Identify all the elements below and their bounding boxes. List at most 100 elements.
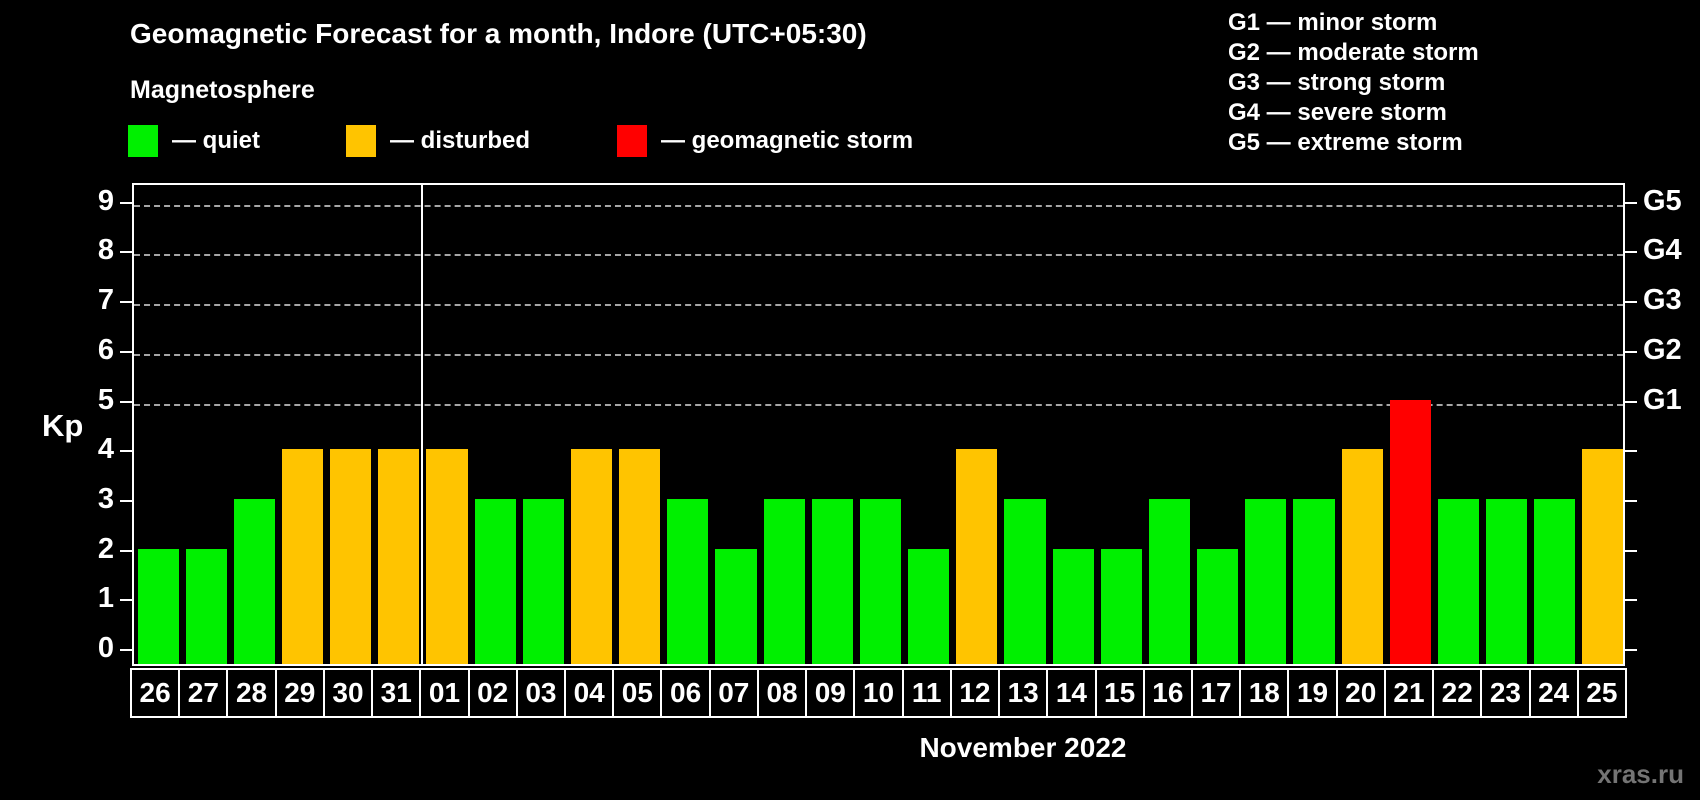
bar-day-27 xyxy=(185,548,227,664)
y-tick-right-7 xyxy=(1625,301,1637,304)
bar-day-20 xyxy=(1341,449,1383,664)
y-tick-right-6 xyxy=(1625,350,1637,353)
legend-item-quiet: — quiet xyxy=(128,124,260,158)
bar-day-23 xyxy=(1486,498,1528,664)
g-scale-legend: G1 — minor storm G2 — moderate storm G3 — … xyxy=(1228,8,1479,158)
y-tick-left-9 xyxy=(120,201,132,204)
y-tick-left-7 xyxy=(120,301,132,304)
g-scale-item-2: G2 — moderate storm xyxy=(1228,39,1479,66)
plot-area xyxy=(132,183,1625,666)
bar-day-16 xyxy=(1148,498,1191,664)
day-label-01: 01 xyxy=(421,670,468,716)
bar-day-11 xyxy=(908,548,950,664)
x-axis-title: November 2022 xyxy=(919,732,1127,763)
g-scale-item-5: G5 — extreme storm xyxy=(1228,129,1463,156)
y-tick-label-8: 8 xyxy=(97,234,114,267)
g-axis-label-G1: G1 xyxy=(1643,383,1682,416)
bar-day-17 xyxy=(1197,548,1239,664)
g-axis-label-G2: G2 xyxy=(1643,333,1682,366)
y-tick-right-1 xyxy=(1625,599,1637,602)
gridline-kp8 xyxy=(134,254,1623,257)
day-label-15: 15 xyxy=(1096,670,1143,716)
storm-color-swatch xyxy=(617,125,647,157)
day-label-12: 12 xyxy=(951,670,999,716)
y-tick-label-4: 4 xyxy=(97,433,114,466)
day-label-02: 02 xyxy=(469,670,516,716)
bar-day-12 xyxy=(956,449,998,664)
day-label-09: 09 xyxy=(807,670,854,716)
bar-day-22 xyxy=(1437,498,1479,664)
bar-day-01 xyxy=(426,449,468,664)
y-tick-label-7: 7 xyxy=(97,284,114,317)
day-label-21: 21 xyxy=(1385,670,1433,716)
bar-day-10 xyxy=(859,498,902,664)
legend-label-quiet: — quiet xyxy=(172,127,260,154)
y-tick-left-1 xyxy=(120,599,132,602)
day-label-20: 20 xyxy=(1337,670,1384,716)
y-tick-label-3: 3 xyxy=(97,482,114,515)
day-label-17: 17 xyxy=(1192,670,1240,716)
bar-day-29 xyxy=(281,449,324,664)
day-label-06: 06 xyxy=(662,670,709,716)
y-axis-title: Kp xyxy=(42,408,84,443)
y-tick-label-5: 5 xyxy=(97,383,114,416)
day-label-07: 07 xyxy=(710,670,757,716)
day-label-14: 14 xyxy=(1048,670,1095,716)
bar-day-05 xyxy=(619,449,661,664)
legend-label-disturbed: — disturbed xyxy=(390,127,531,154)
bar-day-19 xyxy=(1293,498,1335,664)
day-label-18: 18 xyxy=(1241,670,1288,716)
bar-day-26 xyxy=(137,548,179,664)
bar-day-02 xyxy=(474,498,516,664)
y-tick-right-2 xyxy=(1625,549,1637,552)
day-label-08: 08 xyxy=(758,670,806,716)
bar-day-21 xyxy=(1389,399,1431,664)
bar-day-09 xyxy=(811,498,853,664)
day-label-29: 29 xyxy=(276,670,323,716)
bar-day-25 xyxy=(1582,449,1624,664)
magnetosphere-label: Magnetosphere xyxy=(130,76,315,104)
g-scale-item-3: G3 — strong storm xyxy=(1228,69,1446,96)
y-tick-left-5 xyxy=(120,400,132,403)
day-label-25: 25 xyxy=(1578,670,1625,716)
y-tick-label-2: 2 xyxy=(97,532,114,565)
y-tick-right-0 xyxy=(1625,649,1637,651)
day-label-04: 04 xyxy=(566,670,613,716)
bar-day-14 xyxy=(1052,548,1094,664)
bar-day-03 xyxy=(522,498,564,664)
bar-day-06 xyxy=(667,498,709,664)
y-tick-right-8 xyxy=(1625,251,1637,254)
y-tick-left-4 xyxy=(120,450,132,453)
x-axis-day-labels: 26 27 28 29 30 31 01 02 03 04 05 06 07 08 09 10 11 12 13 14… xyxy=(130,668,1627,718)
day-label-31: 31 xyxy=(373,670,420,716)
y-tick-right-3 xyxy=(1625,499,1637,502)
g-scale-item-4: G4 — severe storm xyxy=(1228,99,1447,126)
y-tick-right-5 xyxy=(1625,400,1637,403)
gridline-kp7 xyxy=(134,304,1623,307)
bar-day-28 xyxy=(233,498,275,664)
y-tick-right-9 xyxy=(1625,201,1637,204)
bar-day-04 xyxy=(570,449,613,664)
day-label-30: 30 xyxy=(324,670,372,716)
g-axis-label-G3: G3 xyxy=(1643,284,1682,317)
day-label-26: 26 xyxy=(132,670,179,716)
watermark-xras: xras.ru xyxy=(1597,759,1684,789)
legend-item-storm: — geomagnetic storm xyxy=(617,124,913,158)
day-label-28: 28 xyxy=(228,670,275,716)
y-tick-left-3 xyxy=(120,499,132,502)
y-tick-label-1: 1 xyxy=(97,582,114,615)
day-label-22: 22 xyxy=(1434,670,1481,716)
bar-day-13 xyxy=(1004,498,1046,664)
y-tick-left-0 xyxy=(120,649,132,651)
day-label-05: 05 xyxy=(614,670,661,716)
bar-day-24 xyxy=(1534,498,1576,664)
day-label-27: 27 xyxy=(180,670,227,716)
bar-day-31 xyxy=(378,449,420,664)
disturbed-color-swatch xyxy=(346,125,376,157)
bar-day-18 xyxy=(1245,498,1287,664)
g-axis-label-G5: G5 xyxy=(1643,184,1682,217)
legend-item-disturbed: — disturbed xyxy=(346,124,530,158)
day-label-10: 10 xyxy=(855,670,902,716)
day-label-19: 19 xyxy=(1289,670,1336,716)
g-scale-item-1: G1 — minor storm xyxy=(1228,9,1438,36)
